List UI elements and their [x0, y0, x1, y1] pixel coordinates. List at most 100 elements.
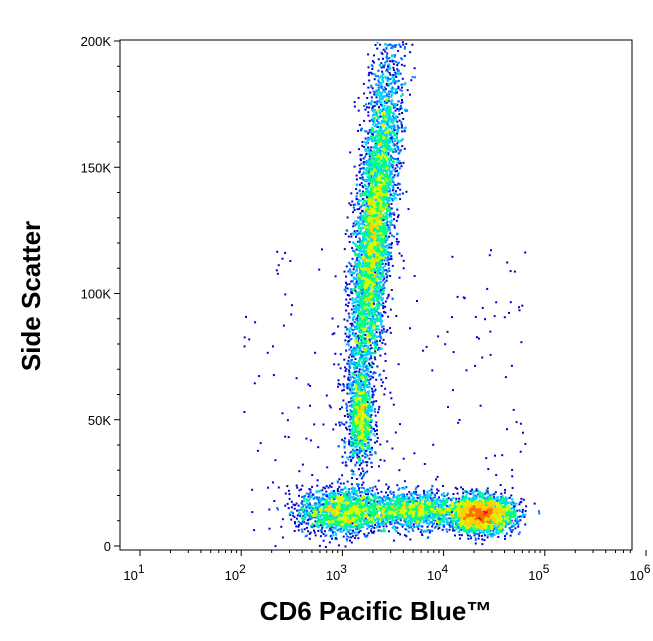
data-point: [362, 215, 365, 218]
data-point: [371, 68, 374, 70]
data-point: [360, 240, 363, 242]
data-point: [377, 157, 380, 160]
data-point: [363, 258, 366, 261]
data-point: [381, 78, 384, 81]
data-point: [387, 207, 390, 210]
data-point: [367, 367, 370, 370]
data-point: [385, 162, 388, 165]
data-point: [358, 250, 361, 252]
data-point: [379, 240, 382, 243]
data-point: [372, 325, 375, 328]
data-point: [370, 222, 373, 225]
data-point: [382, 133, 385, 136]
data-point: [379, 189, 382, 192]
data-point: [365, 201, 368, 204]
data-point: [382, 76, 385, 79]
data-point: [371, 184, 374, 187]
data-point: [371, 137, 374, 140]
data-point: [373, 281, 376, 284]
data-point: [368, 246, 371, 249]
data-point: [361, 259, 364, 262]
data-point: [393, 125, 396, 128]
data-point: [377, 142, 380, 144]
data-point: [361, 294, 364, 297]
data-point: [358, 320, 360, 323]
data-point: [373, 220, 376, 223]
data-point: [376, 344, 379, 346]
data-point: [384, 114, 387, 117]
data-point: [357, 246, 360, 249]
data-point: [392, 116, 395, 119]
data-point: [354, 285, 357, 288]
data-point: [366, 190, 369, 192]
data-point: [349, 204, 352, 207]
data-point: [351, 312, 354, 315]
data-point: [377, 290, 380, 292]
data-point: [386, 52, 389, 55]
data-point: [385, 55, 388, 58]
data-point: [398, 151, 401, 154]
data-point: [348, 382, 351, 385]
data-point: [374, 109, 377, 111]
data-point: [364, 184, 367, 187]
data-point: [404, 46, 406, 49]
data-point: [358, 223, 361, 225]
data-point: [363, 234, 366, 237]
data-point: [377, 197, 380, 200]
data-point: [344, 233, 347, 235]
data-point: [358, 293, 361, 296]
data-point: [386, 109, 389, 112]
data-point: [377, 89, 380, 91]
data-point: [370, 260, 373, 263]
data-point: [351, 288, 354, 291]
data-point: [364, 266, 367, 269]
data-point: [357, 452, 359, 455]
data-point: [359, 257, 362, 260]
data-point: [379, 191, 382, 194]
data-point: [377, 188, 380, 190]
data-point: [387, 77, 389, 79]
data-point: [355, 349, 358, 352]
data-point: [387, 186, 390, 189]
data-point: [365, 256, 368, 259]
data-point: [382, 135, 385, 138]
data-point: [354, 220, 356, 223]
data-point: [383, 183, 386, 185]
data-point: [371, 72, 374, 75]
data-point: [366, 215, 369, 218]
data-point: [374, 147, 377, 150]
data-point: [385, 212, 388, 214]
data-point: [372, 176, 375, 179]
data-point: [355, 322, 358, 325]
data-point: [365, 300, 368, 303]
data-point: [347, 456, 350, 459]
data-point: [375, 310, 378, 312]
data-point: [388, 57, 391, 59]
data-point: [391, 242, 393, 245]
data-point: [369, 194, 372, 196]
data-point: [371, 211, 374, 214]
data-point: [382, 292, 385, 295]
data-point: [385, 185, 388, 188]
data-point: [363, 267, 366, 270]
data-point: [366, 335, 369, 338]
data-point: [369, 228, 372, 231]
data-point: [367, 289, 370, 292]
data-point: [373, 185, 376, 188]
data-point: [392, 179, 395, 182]
data-point: [373, 104, 376, 107]
data-point: [349, 268, 351, 271]
data-point: [369, 212, 372, 215]
data-point: [370, 233, 373, 236]
data-point: [381, 98, 384, 101]
data-point: [378, 101, 381, 104]
data-point: [355, 304, 358, 307]
data-point: [376, 157, 379, 160]
data-point: [346, 319, 349, 322]
data-point: [360, 477, 363, 480]
data-point: [362, 311, 365, 314]
data-point: [361, 255, 364, 258]
data-point: [384, 311, 387, 314]
data-point: [366, 308, 369, 311]
data-point: [370, 99, 373, 102]
